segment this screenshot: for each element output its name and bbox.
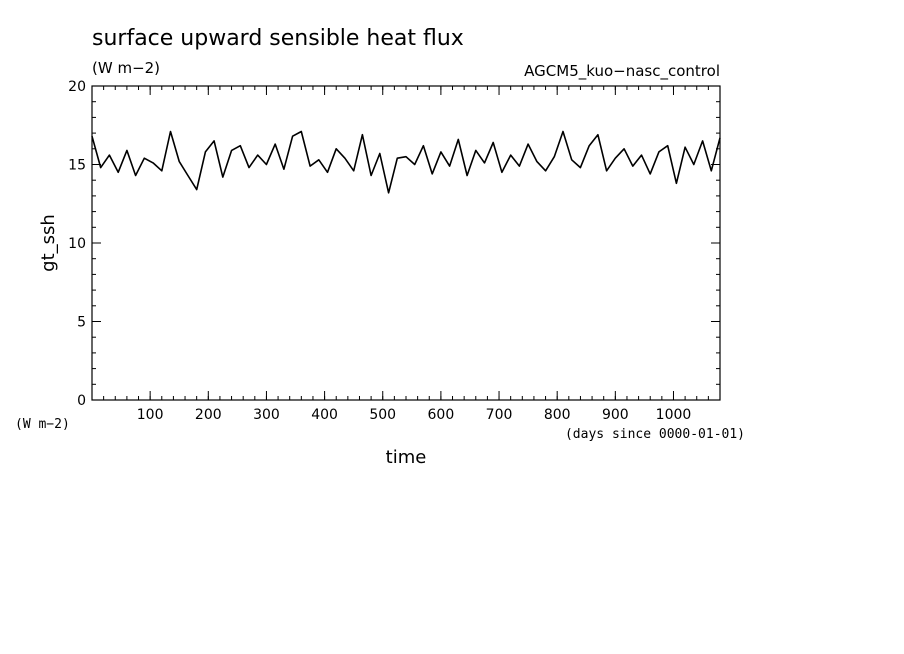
x-tick-label: 200 [195,407,222,423]
x-tick-label: 800 [544,407,571,423]
y-tick-label: 15 [68,158,86,174]
axis-ticks [92,85,720,401]
x-tick-label: 900 [602,407,629,423]
tick-labels: 100 200 300 400 500 600 700 800 900 1000 0 5 10 15 20 [68,79,691,423]
y-tick-label: 0 [77,393,86,409]
x-tick-label: 700 [486,407,513,423]
y-tick-label: 20 [68,79,86,95]
x-tick-label: 300 [253,407,280,423]
x-tick-label: 600 [428,407,455,423]
y-tick-label: 10 [68,236,86,252]
y-axis-units: (W m−2) [15,417,70,432]
series-line [91,130,721,194]
run-label: AGCM5_kuo−nasc_control [524,62,720,81]
y-axis-label: gt_ssh [38,214,59,272]
title-units: (W m−2) [92,59,160,77]
x-axis-label: time [386,447,427,468]
plot-frame [91,85,721,401]
x-tick-label: 500 [369,407,396,423]
x-tick-label: 1000 [656,407,692,423]
chart-title: surface upward sensible heat flux [92,26,464,51]
x-axis-units: (days since 0000-01-01) [565,427,745,442]
y-tick-label: 5 [77,315,86,331]
x-tick-label: 400 [311,407,338,423]
x-tick-label: 100 [137,407,164,423]
